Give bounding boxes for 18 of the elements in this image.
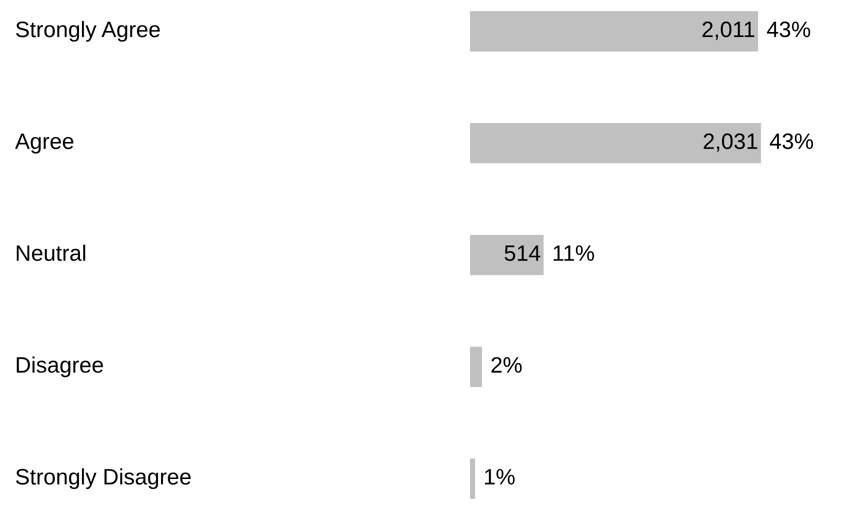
annotation: 43% [766,22,810,38]
data-label: 2,031 [704,133,758,152]
annotation: 1% [485,469,515,485]
bar [470,234,544,276]
y-tick-label: Disagree [16,356,103,378]
y-tick-label: Strongly Agree [16,20,160,42]
bar [470,123,761,164]
data-label: 514 [504,245,540,261]
bar [470,458,476,499]
annotation: 2% [491,357,522,373]
bar [470,346,482,387]
data-label: 2,011 [702,22,754,40]
y-tick-label: Neutral [16,244,86,261]
y-tick-label: Agree [15,134,74,154]
annotation: 43% [770,133,814,150]
bar [470,11,758,52]
y-tick-label: Strongly Disagree [16,468,191,490]
annotation: 11% [554,245,594,261]
